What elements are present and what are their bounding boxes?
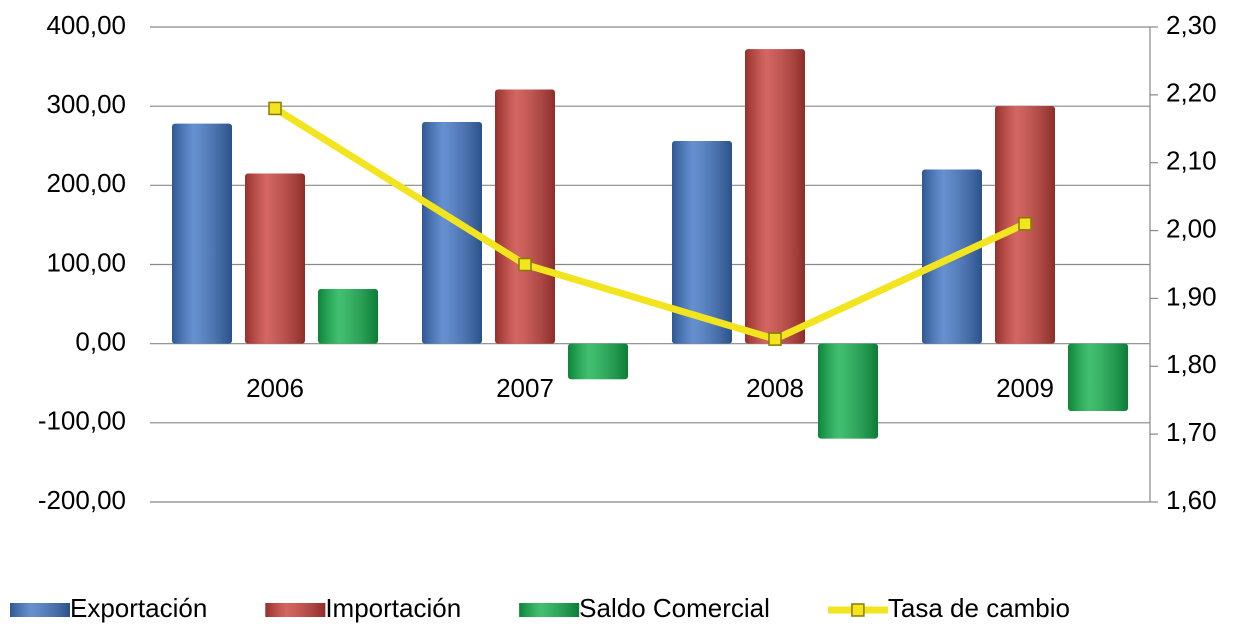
bar-shade (172, 123, 232, 344)
y2-tick-label: 2,10 (1166, 146, 1217, 176)
y2-tick-label: 1,60 (1166, 485, 1217, 515)
legend-swatch (519, 603, 580, 617)
y-tick-label: 100,00 (46, 247, 126, 277)
legend-label: Tasa de cambio (888, 593, 1070, 623)
marker (768, 332, 782, 346)
y2-tick-label: 1,80 (1166, 349, 1217, 379)
marker (518, 257, 532, 272)
legend-swatch (851, 603, 865, 617)
bar-shade (318, 289, 378, 344)
bar-shade (1068, 343, 1128, 411)
legend-swatch (10, 603, 70, 617)
y2-tick-label: 1,90 (1166, 281, 1217, 311)
x-tick-label: 2007 (496, 373, 554, 403)
bar-shade (245, 173, 305, 344)
x-tick-label: 2009 (996, 373, 1054, 403)
bar-shade (568, 343, 628, 380)
bar-shade (495, 89, 555, 344)
marker (268, 101, 282, 116)
legend-swatch (265, 603, 326, 617)
bar-shade (422, 122, 482, 344)
x-tick-label: 2006 (246, 373, 304, 403)
y2-tick-label: 2,20 (1166, 78, 1217, 108)
bar-shade (818, 343, 878, 439)
y2-tick-label: 2,30 (1166, 10, 1217, 40)
y-tick-label: 400,00 (46, 10, 126, 40)
bar-shade (672, 141, 732, 344)
bar-shade (745, 49, 805, 344)
y-tick-label: -100,00 (38, 406, 126, 436)
legend-label: Saldo Comercial (579, 593, 770, 623)
legend-label: Importación (325, 593, 461, 623)
y-tick-label: 300,00 (46, 89, 126, 119)
y-tick-label: 0,00 (75, 327, 126, 357)
y-tick-label: -200,00 (38, 485, 126, 515)
legend-label: Exportación (70, 593, 207, 623)
marker (1018, 217, 1032, 231)
y2-tick-label: 1,70 (1166, 417, 1217, 447)
y-tick-label: 200,00 (46, 168, 126, 198)
x-tick-label: 2008 (746, 373, 804, 403)
y2-tick-label: 2,00 (1166, 213, 1217, 243)
line (273, 105, 1027, 343)
